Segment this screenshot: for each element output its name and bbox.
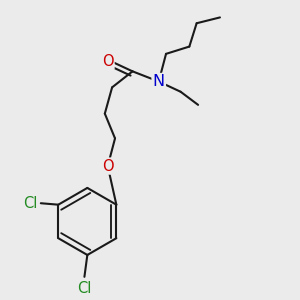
Text: N: N	[153, 74, 165, 89]
Text: Cl: Cl	[77, 281, 92, 296]
Text: O: O	[102, 159, 114, 174]
Text: Cl: Cl	[23, 196, 37, 211]
Text: O: O	[102, 54, 114, 69]
